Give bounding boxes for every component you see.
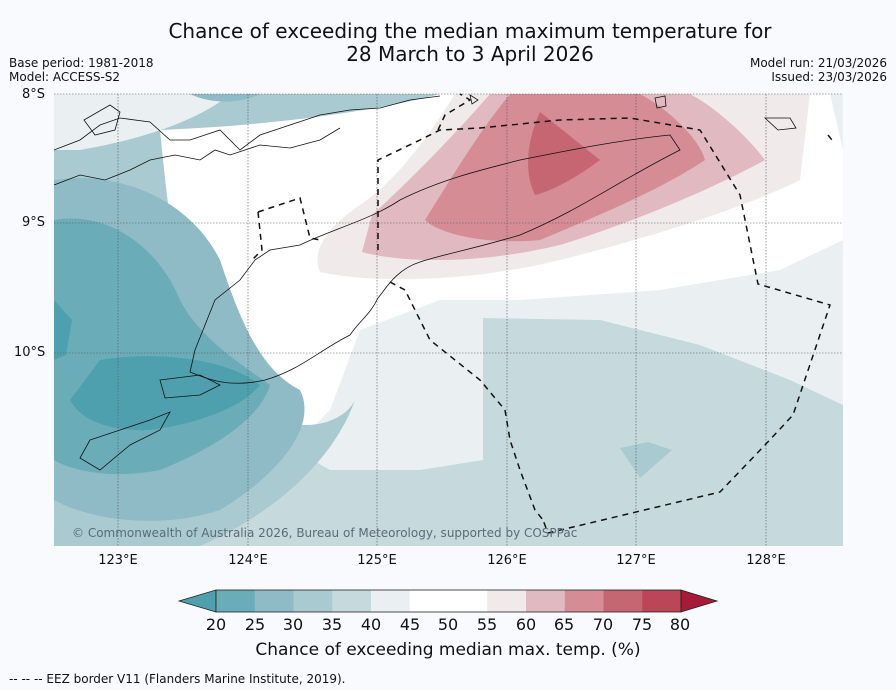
title-line-2: 28 March to 3 April 2026 (346, 42, 594, 66)
meta-right: Model run: 21/03/2026 Issued: 23/03/2026 (750, 56, 887, 84)
colorbar-tick-40: 40 (360, 615, 382, 634)
timor-coast (189, 134, 681, 384)
band-below-20-b (70, 356, 260, 431)
island-1 (83, 104, 121, 136)
coastlines (53, 94, 797, 471)
eez-south (389, 281, 544, 521)
sawu-island (79, 411, 171, 471)
band-north-teal (190, 94, 260, 102)
colorbar (177, 589, 719, 613)
colorbar-cells (177, 589, 719, 613)
eez-border (249, 93, 833, 534)
map-contours (54, 94, 843, 546)
north-islands-coast (53, 95, 441, 151)
colorbar-extend-low (177, 589, 217, 613)
lat-label-9s: 9°S (22, 215, 46, 230)
colorbar-cell (487, 590, 527, 612)
colorbar-extend-high (680, 589, 719, 613)
lon-label-127e: 127°E (616, 553, 656, 568)
copyright-note: © Commonwealth of Australia 2026, Bureau… (72, 526, 578, 540)
colorbar-cell (332, 590, 372, 612)
colorbar-frame (215, 589, 682, 613)
island-3 (763, 117, 797, 131)
issued-date: Issued: 23/03/2026 (771, 70, 887, 84)
colorbar-cell (409, 590, 449, 612)
meta-left: Base period: 1981-2018 Model: ACCESS-S2 (9, 56, 154, 84)
island-4 (469, 94, 479, 105)
map-title: Chance of exceeding the median maximum t… (0, 20, 896, 66)
colorbar-cell (603, 590, 643, 612)
colorbar-tick-25: 25 (244, 615, 266, 634)
colorbar-tick-60: 60 (515, 615, 537, 634)
colorbar-label: Chance of exceeding median max. temp. (%… (255, 640, 641, 660)
colorbar-cell (371, 590, 411, 612)
lat-label-10s: 10°S (14, 345, 46, 360)
colorbar-tick-75: 75 (631, 615, 653, 634)
island-2 (654, 95, 667, 109)
eez-west (257, 197, 321, 241)
model-run: Model run: 21/03/2026 (749, 56, 887, 70)
lon-label-125e: 125°E (357, 553, 397, 568)
colorbar-tick-70: 70 (592, 615, 614, 634)
lon-label-124e: 124°E (228, 553, 268, 568)
colorbar-tick-50: 50 (437, 615, 459, 634)
colorbar-tick-80: 80 (669, 615, 691, 634)
colorbar-tick-65: 65 (553, 615, 575, 634)
colorbar-cell (564, 590, 604, 612)
colorbar-cell (642, 590, 682, 612)
colorbar-cell (448, 590, 488, 612)
band-west-light (54, 94, 230, 150)
colorbar-cell (254, 590, 294, 612)
rote-island (159, 374, 221, 399)
title-line-1: Chance of exceeding the median maximum t… (168, 19, 772, 43)
graticule (54, 93, 843, 546)
colorbar-cell (216, 590, 256, 612)
eez-legend-note: -- -- -- EEZ border V11 (Flanders Marine… (9, 672, 346, 686)
band-below-20-a (54, 300, 72, 360)
colorbar-tick-55: 55 (476, 615, 498, 634)
colorbar-cell (526, 590, 566, 612)
colorbar-tick-45: 45 (399, 615, 421, 634)
colorbar-tick-20: 20 (205, 615, 227, 634)
colorbar-tick-30: 30 (282, 615, 304, 634)
lon-label-123e: 123°E (98, 553, 138, 568)
eez-west-drop (249, 211, 263, 263)
lon-label-126e: 126°E (487, 553, 527, 568)
eez-edge (827, 134, 833, 141)
lat-label-8s: 8°S (22, 87, 46, 102)
colorbar-cell (293, 590, 333, 612)
band-70-75 (528, 112, 600, 195)
eez-east (377, 117, 831, 534)
north-islands-south-coast (53, 127, 341, 186)
band-east-patch (620, 442, 672, 478)
model-name: Model: ACCESS-S2 (9, 70, 121, 84)
lon-label-128e: 128°E (746, 553, 786, 568)
colorbar-tick-35: 35 (321, 615, 343, 634)
base-period: Base period: 1981-2018 (9, 56, 154, 70)
